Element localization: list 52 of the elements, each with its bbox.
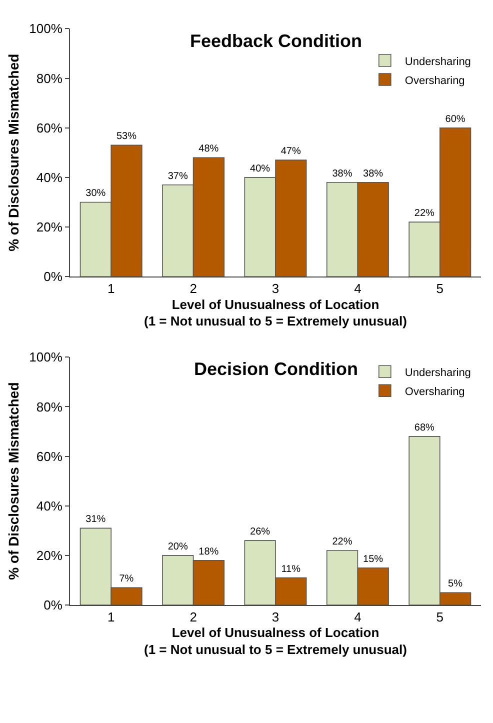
data-label: 60% [445,114,466,125]
y-tick-label: 60% [36,120,63,136]
data-label: 53% [116,131,137,142]
y-axis-title: % of Disclosures Mismatched [6,382,22,580]
y-tick-label: 20% [36,220,63,235]
y-tick-label: 0% [44,598,63,613]
data-label: 37% [168,170,188,182]
x-axis-title: Level of Unusualness of Location (1 = Not unusual to 5 = Extremely unusual) [144,625,407,658]
x-tick-label: 4 [354,281,362,296]
data-label: 38% [363,168,384,180]
data-label: 48% [198,144,219,155]
legend-label: Oversharing [404,74,465,87]
x-tick-label: 1 [107,610,115,625]
y-tick-label: 40% [36,498,63,514]
data-label: 31% [86,514,106,526]
data-label: 5% [448,578,463,590]
data-label: 20% [168,541,188,552]
data-label: 11% [281,564,301,575]
y-tick-label: 80% [36,70,63,86]
data-label: 26% [250,526,270,538]
legend-label: Oversharing [404,386,465,398]
data-label: 18% [198,546,219,558]
y-axis-title: % of Disclosures Mismatched [6,54,22,252]
x-tick-label: 5 [436,610,444,625]
data-label: 38% [332,168,352,180]
y-tick-label: 40% [36,170,63,185]
x-axis-title: Level of Unusualness of Location (1 = Not unusual to 5 = Extremely unusual) [144,296,407,329]
y-tick-label: 20% [36,548,63,563]
data-label: 40% [250,163,270,174]
x-tick-label: 3 [272,281,280,296]
data-label: 30% [86,188,106,200]
y-tick-label: 80% [36,399,63,414]
data-label: 7% [119,574,134,585]
x-tick-label: 2 [190,610,197,625]
x-tick-label: 4 [354,610,362,625]
y-tick-label: 60% [36,448,63,464]
data-label: 22% [332,536,352,548]
legend-label: Undersharing [404,56,471,68]
x-tick-label: 2 [190,281,197,296]
data-label: 15% [363,554,384,565]
y-tick-label: 100% [29,350,63,365]
chart-title: Decision Condition [194,359,358,379]
x-tick-label: 5 [436,281,444,296]
chart-title: Feedback Condition [190,31,362,51]
x-tick-label: 1 [107,281,115,296]
y-tick-label: 100% [29,21,63,36]
data-label: 68% [414,422,435,434]
data-label: 22% [414,208,435,220]
x-tick-label: 3 [272,610,280,625]
y-tick-label: 0% [44,269,63,284]
legend-label: Undersharing [404,366,471,379]
data-label: 47% [280,146,301,158]
